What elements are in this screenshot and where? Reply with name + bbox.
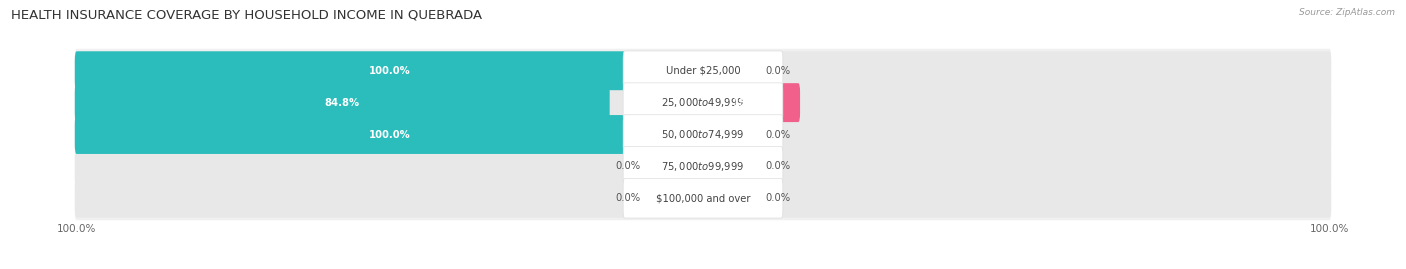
FancyBboxPatch shape	[623, 147, 783, 186]
FancyBboxPatch shape	[75, 81, 1331, 125]
Text: 0.0%: 0.0%	[766, 193, 790, 203]
FancyBboxPatch shape	[702, 147, 749, 186]
FancyBboxPatch shape	[75, 144, 1331, 188]
FancyBboxPatch shape	[75, 51, 704, 90]
FancyBboxPatch shape	[75, 115, 704, 154]
Text: 0.0%: 0.0%	[766, 129, 790, 140]
FancyBboxPatch shape	[75, 51, 704, 90]
Text: 0.0%: 0.0%	[616, 193, 640, 203]
FancyBboxPatch shape	[623, 115, 783, 154]
FancyBboxPatch shape	[75, 147, 704, 186]
FancyBboxPatch shape	[657, 147, 704, 186]
Text: 100.0%: 100.0%	[368, 66, 411, 76]
Text: 0.0%: 0.0%	[766, 66, 790, 76]
Text: 15.2%: 15.2%	[733, 98, 768, 108]
Text: $50,000 to $74,999: $50,000 to $74,999	[661, 128, 745, 141]
Text: $100,000 and over: $100,000 and over	[655, 193, 751, 203]
Text: Under $25,000: Under $25,000	[665, 66, 741, 76]
FancyBboxPatch shape	[702, 83, 1331, 122]
Text: Source: ZipAtlas.com: Source: ZipAtlas.com	[1299, 8, 1395, 17]
FancyBboxPatch shape	[75, 83, 610, 122]
FancyBboxPatch shape	[657, 179, 704, 218]
Text: $25,000 to $49,999: $25,000 to $49,999	[661, 96, 745, 109]
FancyBboxPatch shape	[75, 179, 704, 218]
FancyBboxPatch shape	[702, 51, 749, 90]
FancyBboxPatch shape	[75, 83, 704, 122]
FancyBboxPatch shape	[75, 115, 704, 154]
FancyBboxPatch shape	[702, 147, 1331, 186]
FancyBboxPatch shape	[702, 179, 1331, 218]
FancyBboxPatch shape	[702, 115, 1331, 154]
FancyBboxPatch shape	[702, 83, 800, 122]
Text: HEALTH INSURANCE COVERAGE BY HOUSEHOLD INCOME IN QUEBRADA: HEALTH INSURANCE COVERAGE BY HOUSEHOLD I…	[11, 8, 482, 21]
FancyBboxPatch shape	[623, 51, 783, 90]
Text: 100.0%: 100.0%	[58, 224, 97, 234]
FancyBboxPatch shape	[702, 115, 749, 154]
Text: 100.0%: 100.0%	[1309, 224, 1348, 234]
FancyBboxPatch shape	[75, 112, 1331, 157]
Text: 0.0%: 0.0%	[766, 161, 790, 171]
FancyBboxPatch shape	[623, 83, 783, 122]
FancyBboxPatch shape	[75, 176, 1331, 220]
Text: $75,000 to $99,999: $75,000 to $99,999	[661, 160, 745, 173]
FancyBboxPatch shape	[75, 49, 1331, 93]
FancyBboxPatch shape	[702, 51, 1331, 90]
Text: 84.8%: 84.8%	[325, 98, 360, 108]
Text: 100.0%: 100.0%	[368, 129, 411, 140]
FancyBboxPatch shape	[702, 179, 749, 218]
Text: 0.0%: 0.0%	[616, 161, 640, 171]
FancyBboxPatch shape	[623, 179, 783, 218]
